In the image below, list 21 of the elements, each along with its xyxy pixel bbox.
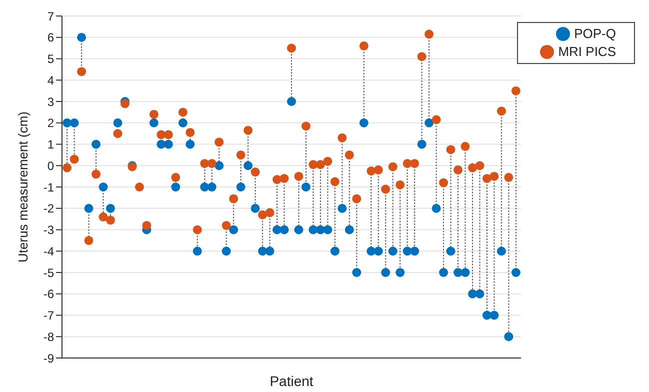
legend-label: POP-Q [574, 26, 616, 41]
y-tick-label: 4 [47, 73, 54, 88]
y-tick-label: 1 [47, 138, 54, 152]
y-tick-label: -8 [43, 330, 54, 344]
y-tick-label: 7 [47, 9, 54, 24]
legend-label: MRI PICS [558, 44, 616, 59]
y-tick-label: 2 [47, 116, 54, 130]
y-tick-label: -7 [43, 308, 54, 323]
y-axis-title: Uterus measurement (cm) [15, 112, 30, 262]
y-tick-label: 5 [47, 52, 54, 66]
y-tick-label: -6 [43, 287, 54, 302]
y-tick-label: -4 [43, 244, 54, 258]
y-tick-label: -1 [43, 180, 54, 194]
y-tick-label: -2 [43, 202, 54, 216]
y-tick-label: 0 [47, 158, 54, 173]
y-tick-label: -3 [43, 223, 54, 238]
x-axis-title: Patient [270, 373, 314, 389]
y-tick-label: -5 [43, 266, 54, 280]
y-tick-label: 6 [47, 30, 54, 45]
y-tick-label: 3 [47, 94, 54, 109]
y-tick-label: -9 [43, 351, 54, 366]
